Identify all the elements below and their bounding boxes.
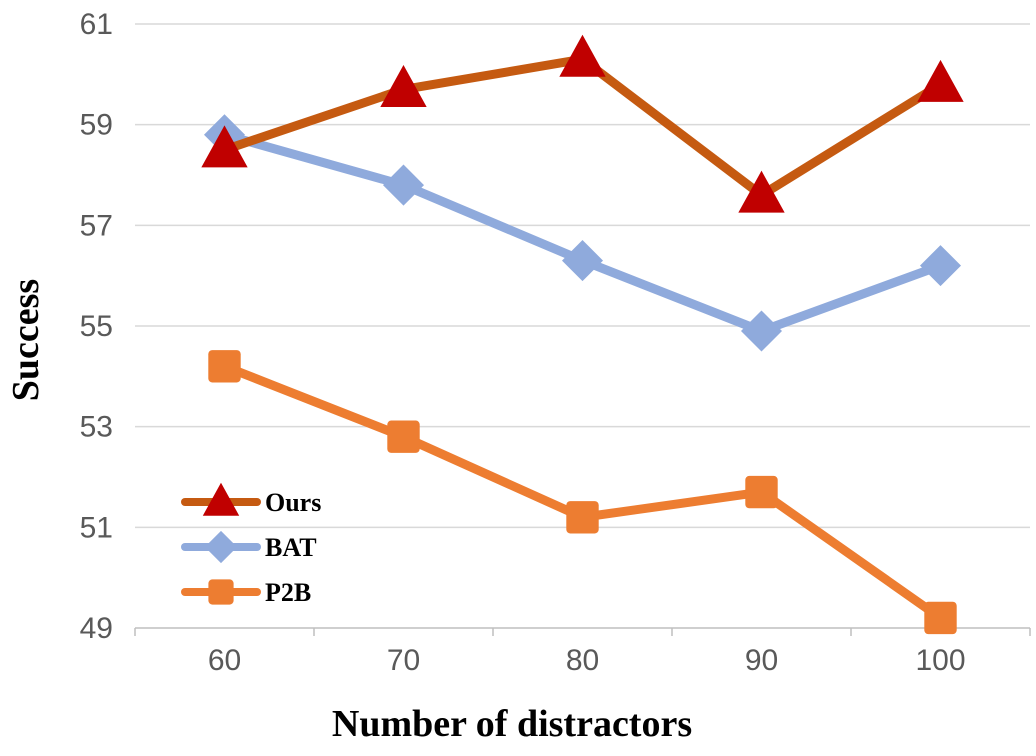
series-line-ours: [220, 54, 945, 200]
y-tick-label: 51: [80, 511, 113, 544]
data-point-p2b: [924, 601, 957, 635]
x-axis: [134, 627, 1031, 636]
series-p2b: [208, 350, 957, 635]
data-point-bat: [919, 245, 962, 287]
y-axis-title: Success: [5, 279, 47, 401]
data-point-bat: [740, 310, 783, 352]
legend: Ours BAT P2B: [181, 482, 321, 607]
legend-swatch-marker: [204, 530, 238, 564]
series-line-bat: [220, 130, 945, 336]
y-tick-label: 61: [80, 8, 113, 41]
series-ours: [201, 34, 964, 213]
data-point-bat: [382, 164, 425, 206]
data-point-p2b: [566, 501, 599, 534]
legend-label: Ours: [265, 488, 321, 517]
x-axis-title: Number of distractors: [332, 703, 692, 745]
data-point-p2b: [745, 475, 778, 509]
data-point-p2b: [208, 350, 241, 383]
y-tick-label: 57: [80, 209, 113, 242]
legend-entry-bat: BAT: [181, 530, 317, 564]
legend-swatch-marker: [208, 579, 234, 605]
data-point-ours: [380, 64, 427, 107]
y-axis-ticks: 49 51 53 55 57 59 61: [80, 8, 113, 645]
gridlines: [135, 23, 1030, 529]
series-bat: [203, 114, 962, 352]
data-point-bat: [561, 240, 604, 282]
data-point-ours: [201, 125, 248, 168]
y-tick-label: 59: [80, 109, 113, 142]
legend-label: P2B: [265, 578, 311, 607]
x-tick-label: 70: [387, 644, 420, 677]
series-group: [201, 34, 964, 635]
legend-label: BAT: [265, 533, 317, 562]
data-point-ours: [559, 34, 606, 77]
y-tick-label: 55: [80, 310, 113, 343]
x-tick-label: 60: [208, 644, 241, 677]
x-tick-label: 80: [566, 644, 599, 677]
x-tick-label: 90: [745, 644, 778, 677]
data-point-p2b: [387, 420, 420, 453]
y-tick-label: 53: [80, 411, 113, 444]
x-axis-ticks: 60 70 80 90 100: [208, 644, 966, 677]
data-point-ours: [917, 59, 964, 102]
x-tick-label: 100: [915, 644, 965, 677]
data-point-ours: [738, 170, 785, 213]
legend-entry-ours: Ours: [181, 482, 321, 517]
series-line-p2b: [220, 361, 945, 623]
legend-swatch-marker: [202, 482, 240, 516]
y-tick-label: 49: [80, 612, 113, 645]
legend-entry-p2b: P2B: [181, 578, 311, 607]
